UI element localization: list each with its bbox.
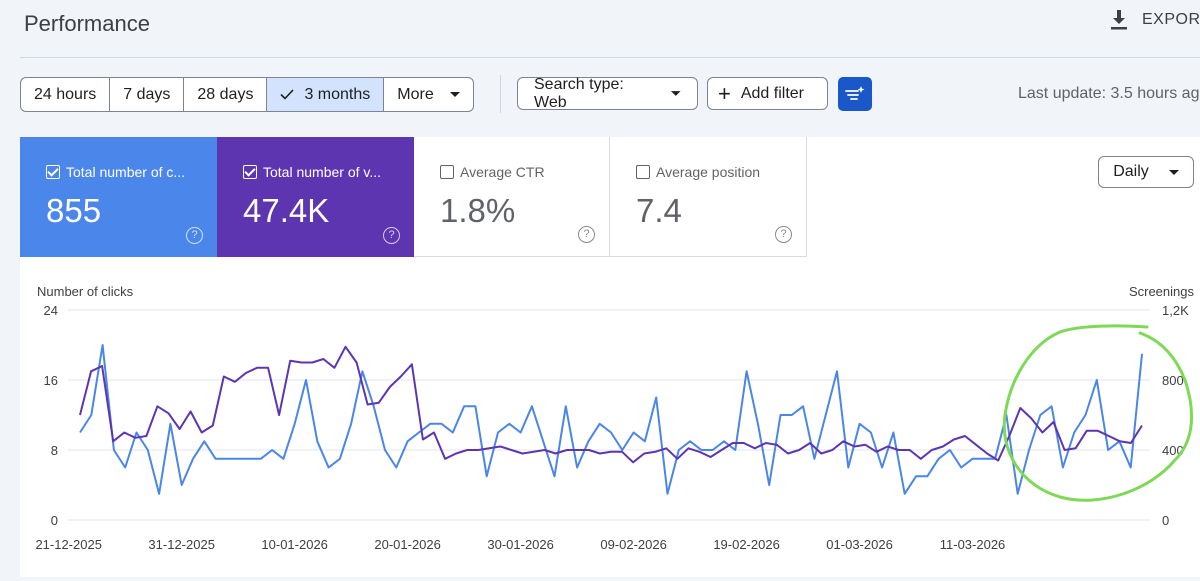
check-icon xyxy=(280,89,295,100)
range-label: 3 months xyxy=(304,85,371,103)
x-tick-label: 31-12-2025 xyxy=(148,537,215,552)
range-28-days[interactable]: 28 days xyxy=(184,78,268,111)
x-tick-label: 20-01-2026 xyxy=(374,537,441,552)
checkbox-icon[interactable] xyxy=(440,165,454,179)
help-circle-icon[interactable]: ? xyxy=(775,226,792,243)
caret-down-icon xyxy=(449,92,460,97)
help-circle-icon[interactable]: ? xyxy=(383,227,400,244)
x-tick-label: 10-01-2026 xyxy=(261,537,328,552)
left-axis-label: Number of clicks xyxy=(37,284,134,299)
left-tick-label: 0 xyxy=(51,513,58,528)
range-more-dropdown[interactable]: More xyxy=(384,78,472,111)
download-icon xyxy=(1111,10,1127,30)
performance-panel: Total number of c... 855 ? Total number … xyxy=(20,137,1200,577)
add-filter-label: Add filter xyxy=(740,84,804,102)
clicks-line xyxy=(79,344,1143,495)
filter-sparkle-icon xyxy=(845,86,865,100)
export-button[interactable]: EXPORT xyxy=(1110,10,1200,30)
left-tick-label: 24 xyxy=(44,303,58,318)
granularity-label: Daily xyxy=(1113,163,1149,180)
right-tick-label: 1,2K xyxy=(1162,303,1189,318)
checkbox-icon[interactable] xyxy=(243,165,257,179)
left-tick-label: 16 xyxy=(44,373,58,388)
date-range-selector: 24 hours 7 days 28 days 3 months More xyxy=(20,77,474,112)
right-axis-label: Screenings xyxy=(1129,284,1195,299)
range-label: 7 days xyxy=(123,85,171,103)
metric-label: Total number of c... xyxy=(66,164,186,180)
checkbox-icon[interactable] xyxy=(46,165,60,179)
toolbar-divider xyxy=(500,75,501,113)
screenings-line xyxy=(79,345,1143,464)
metric-label-row: Total number of c... xyxy=(46,164,185,180)
help-circle-icon[interactable]: ? xyxy=(578,226,595,243)
metric-label-row: Average position xyxy=(636,164,760,180)
header-divider xyxy=(20,57,1200,58)
search-type-dropdown[interactable]: Search type: Web xyxy=(517,75,698,111)
add-filter-button[interactable]: + Add filter xyxy=(707,77,828,110)
x-tick-label: 19-02-2026 xyxy=(713,537,780,552)
metric-label-row: Average CTR xyxy=(440,164,545,180)
granularity-dropdown[interactable]: Daily xyxy=(1098,156,1194,188)
range-label: 28 days xyxy=(197,85,254,103)
metric-card-ctr[interactable]: Average CTR 1.8% ? xyxy=(414,137,610,257)
metric-label-row: Total number of v... xyxy=(243,164,381,180)
metric-card-screenings[interactable]: Total number of v... 47.4K ? xyxy=(217,137,414,257)
help-circle-icon[interactable]: ? xyxy=(186,227,203,244)
caret-down-icon xyxy=(671,91,681,96)
x-tick-label: 21-12-2025 xyxy=(35,537,102,552)
caret-down-icon xyxy=(1168,169,1179,175)
metric-card-clicks[interactable]: Total number of c... 855 ? xyxy=(20,137,217,257)
more-label: More xyxy=(397,85,434,103)
plus-icon: + xyxy=(718,80,731,106)
annotation-circle xyxy=(1002,324,1194,502)
x-tick-label: 09-02-2026 xyxy=(600,537,667,552)
range-label: 24 hours xyxy=(34,85,97,103)
metric-value: 47.4K xyxy=(243,192,330,229)
right-tick-label: 0 xyxy=(1162,513,1169,528)
metric-label: Average CTR xyxy=(460,164,545,180)
checkbox-icon[interactable] xyxy=(636,165,650,179)
page-title: Performance xyxy=(24,11,150,36)
metric-label: Total number of v... xyxy=(263,164,382,180)
range-7-days[interactable]: 7 days xyxy=(110,78,185,111)
range-24-hours[interactable]: 24 hours xyxy=(21,78,111,111)
x-tick-label: 30-01-2026 xyxy=(487,537,554,552)
left-tick-label: 8 xyxy=(51,443,58,458)
last-update-text: Last update: 3.5 hours ago xyxy=(1018,85,1200,102)
x-tick-label: 01-03-2026 xyxy=(826,537,893,552)
right-tick-label: 800 xyxy=(1162,373,1184,388)
filter-suggestions-button[interactable] xyxy=(838,77,872,111)
metric-value: 7.4 xyxy=(636,192,682,229)
search-type-label: Search type: Web xyxy=(534,75,624,111)
metric-card-position[interactable]: Average position 7.4 ? xyxy=(610,137,807,257)
metric-value: 1.8% xyxy=(440,192,516,229)
metric-value: 855 xyxy=(46,192,102,229)
metric-label: Average position xyxy=(656,164,761,180)
range-3-months[interactable]: 3 months xyxy=(267,78,385,111)
export-label: EXPORT xyxy=(1142,11,1200,28)
x-tick-label: 11-03-2026 xyxy=(940,537,1006,552)
